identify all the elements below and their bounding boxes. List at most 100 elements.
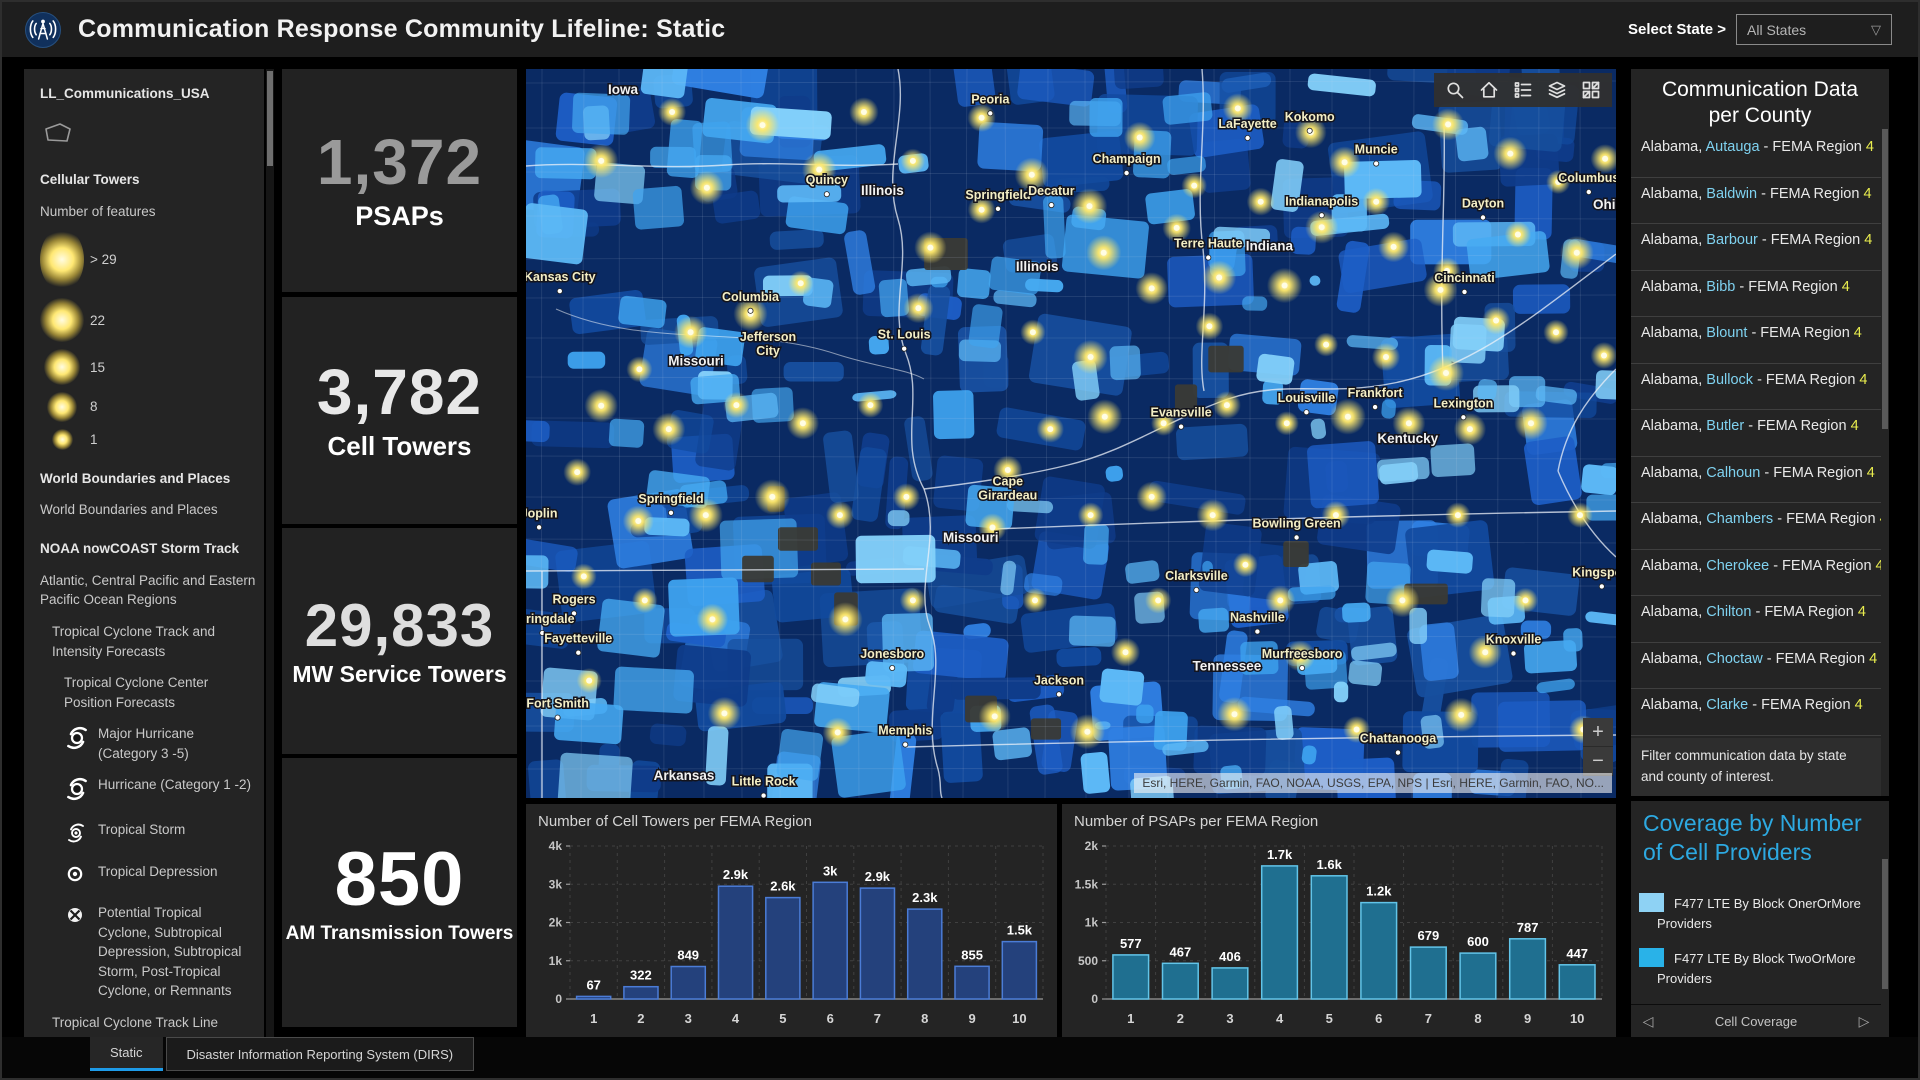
search-icon[interactable] <box>1440 75 1470 105</box>
legend-tree-label: Tropical Depression <box>98 864 218 880</box>
sidebar-scrollbar[interactable] <box>266 69 274 1037</box>
county-list-item[interactable]: Alabama, Clarke - FEMA Region 4 <box>1631 689 1881 736</box>
radio-tower-icon <box>24 11 62 49</box>
svg-text:1.2k: 1.2k <box>1366 884 1392 899</box>
stat-label: MW Service Towers <box>292 661 507 687</box>
svg-text:Fort Smith: Fort Smith <box>526 697 589 711</box>
layers-icon[interactable] <box>1542 75 1572 105</box>
svg-text:0: 0 <box>1091 992 1098 1006</box>
sidebar-scrollbar-thumb[interactable] <box>267 71 273 166</box>
county-list-item[interactable]: Alabama, Autauga - FEMA Region 4 <box>1631 131 1881 178</box>
svg-text:849: 849 <box>677 948 699 963</box>
legend-tree-label: Potential Tropical Cyclone, Subtropical … <box>98 905 242 999</box>
county-list-item[interactable]: Alabama, Cherokee - FEMA Region 4 <box>1631 550 1881 596</box>
coverage-scrollbar-thumb[interactable] <box>1882 859 1888 989</box>
svg-text:Indiana: Indiana <box>1246 239 1294 254</box>
county-list-scrollbar-thumb[interactable] <box>1882 129 1888 429</box>
svg-text:1.6k: 1.6k <box>1317 857 1343 872</box>
svg-text:Arkansas: Arkansas <box>654 768 715 783</box>
page-title: Communication Response Community Lifelin… <box>78 15 726 43</box>
state-select-dropdown[interactable]: All States ▽ <box>1736 14 1892 45</box>
stat-label: AM Transmission Towers <box>285 923 514 945</box>
svg-text:Columbia: Columbia <box>722 290 780 304</box>
svg-text:4k: 4k <box>549 839 563 853</box>
county-list-item[interactable]: Alabama, Bibb - FEMA Region 4 <box>1631 271 1881 317</box>
svg-text:2: 2 <box>1177 1011 1184 1026</box>
chevron-down-icon: ▽ <box>1871 21 1881 37</box>
tab-bar: Static Disaster Information Reporting Sy… <box>2 1037 1918 1078</box>
coverage-legend-label: F477 LTE By Block OnerOrMore Providers <box>1657 895 1861 931</box>
county-list-item[interactable]: Alabama, Baldwin - FEMA Region 4 <box>1631 178 1881 224</box>
svg-text:Joplin: Joplin <box>526 506 558 520</box>
county-list-item[interactable]: Alabama, Bullock - FEMA Region 4 <box>1631 364 1881 410</box>
svg-text:406: 406 <box>1219 949 1241 964</box>
svg-text:Little Rock: Little Rock <box>732 775 796 789</box>
stat-value: 850 <box>334 836 465 922</box>
county-list-item[interactable]: Alabama, Choctaw - FEMA Region 4 <box>1631 643 1881 689</box>
svg-text:Chattanooga: Chattanooga <box>1360 732 1437 746</box>
svg-text:Bowling Green: Bowling Green <box>1252 517 1340 531</box>
svg-text:1.5k: 1.5k <box>1007 923 1033 938</box>
svg-text:9: 9 <box>1524 1011 1531 1026</box>
tropical-depression-icon <box>64 863 90 891</box>
legend-section-heading: Cellular Towers <box>40 171 140 187</box>
svg-text:577: 577 <box>1120 936 1142 951</box>
county-list-item[interactable]: Alabama, Chilton - FEMA Region 4 <box>1631 596 1881 643</box>
psaps-chart-title: Number of PSAPs per FEMA Region <box>1074 813 1319 830</box>
stat-card-am-transmission-towers: 850 AM Transmission Towers <box>282 758 517 1027</box>
svg-text:Louisville: Louisville <box>1278 391 1336 405</box>
svg-text:LaFayette: LaFayette <box>1218 117 1276 131</box>
legend-tree-label: Hurricane (Category 1 -2) <box>98 777 252 793</box>
svg-text:Murfreesboro: Murfreesboro <box>1262 647 1343 661</box>
home-icon[interactable] <box>1474 75 1504 105</box>
svg-text:Springfield: Springfield <box>965 188 1030 202</box>
svg-text:2: 2 <box>637 1011 644 1026</box>
county-list: Alabama, Autauga - FEMA Region 4 Alabama… <box>1631 131 1881 796</box>
stat-label: Cell Towers <box>327 430 472 461</box>
svg-text:Kokomo: Kokomo <box>1285 110 1335 124</box>
svg-text:6: 6 <box>827 1011 834 1026</box>
county-list-item[interactable]: Alabama, Blount - FEMA Region 4 <box>1631 317 1881 364</box>
svg-text:Missouri: Missouri <box>668 354 724 369</box>
legend-dot-row: > 29 <box>40 228 256 292</box>
svg-text:1: 1 <box>1127 1011 1134 1026</box>
zoom-in-button[interactable]: + <box>1583 718 1613 747</box>
legend-dot-label: 8 <box>90 399 98 415</box>
tab-static[interactable]: Static <box>90 1037 163 1071</box>
legend-dot-row: 22 <box>40 298 256 343</box>
coverage-legend: F477 LTE By Block OnerOrMore Providers F… <box>1631 867 1889 990</box>
county-filter-note: Filter communication data by state and c… <box>1631 738 1881 796</box>
svg-text:Tennessee: Tennessee <box>1193 658 1262 673</box>
legend-tree-label: Tropical Storm <box>98 821 186 837</box>
legend-list-icon[interactable] <box>1508 75 1538 105</box>
coverage-legend-row: F477 LTE By Block TwoOrMore Providers <box>1639 947 1879 989</box>
svg-text:Cincinnati: Cincinnati <box>1434 271 1494 285</box>
zoom-out-button[interactable]: − <box>1583 747 1613 776</box>
legend-tree-row: Tropical Cyclone Track and Intensity For… <box>40 622 256 661</box>
county-list-item[interactable]: Alabama, Barbour - FEMA Region 4 <box>1631 224 1881 271</box>
legend-tree-row: Tropical Depression <box>40 862 256 891</box>
left-arrow-icon[interactable]: ◁ <box>1642 1012 1654 1029</box>
stat-card-cell-towers: 3,782 Cell Towers <box>282 297 517 524</box>
psaps-chart-panel: Number of PSAPs per FEMA Region 0 500 1k 1.… <box>1062 804 1616 1037</box>
legend-tree-row: Hurricane (Category 1 -2) <box>40 775 256 808</box>
svg-text:0: 0 <box>555 992 562 1006</box>
coverage-pager-label[interactable]: Cell Coverage <box>1714 1013 1798 1029</box>
tab-dirs[interactable]: Disaster Information Reporting System (D… <box>165 1037 475 1071</box>
svg-text:679: 679 <box>1418 928 1440 943</box>
map-toolbar <box>1434 73 1612 107</box>
right-arrow-icon[interactable]: ▷ <box>1858 1012 1870 1029</box>
legend-section-subheading: Atlantic, Central Pacific and Eastern Pa… <box>40 572 256 608</box>
county-data-panel: Communication Data per County Alabama, A… <box>1631 69 1889 796</box>
legend-dot-label: 22 <box>90 312 106 328</box>
svg-text:67: 67 <box>586 977 600 992</box>
basemap-grid-icon[interactable] <box>1576 75 1606 105</box>
county-list-item[interactable]: Alabama, Chambers - FEMA Region 4 <box>1631 503 1881 550</box>
svg-text:447: 447 <box>1566 946 1588 961</box>
county-list-item[interactable]: Alabama, Butler - FEMA Region 4 <box>1631 410 1881 457</box>
county-list-item[interactable]: Alabama, Calhoun - FEMA Region 4 <box>1631 457 1881 503</box>
svg-text:Kansas City: Kansas City <box>526 270 596 284</box>
coverage-map[interactable]: Iowa Peoria LaFayette Kokomo Muncie Champaign… <box>526 69 1616 798</box>
legend-dot-label: 1 <box>90 431 98 447</box>
map-canvas[interactable]: Iowa Peoria LaFayette Kokomo Muncie Champaign… <box>526 69 1616 798</box>
